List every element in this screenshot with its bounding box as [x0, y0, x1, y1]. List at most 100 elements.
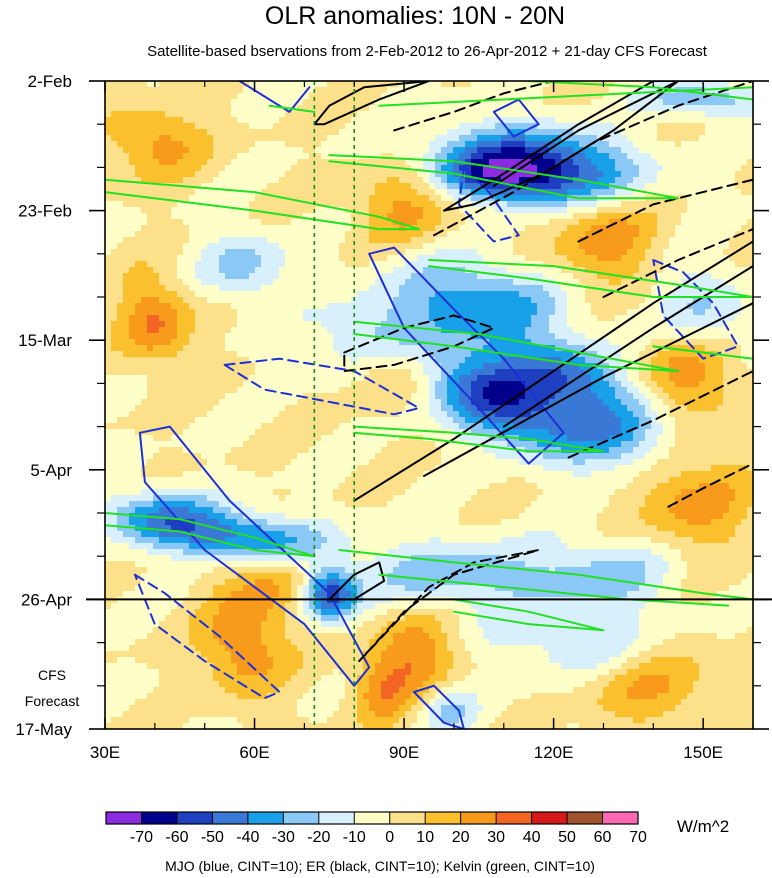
field-cell: [165, 297, 172, 304]
field-cell: [627, 153, 634, 160]
field-cell: [183, 279, 190, 286]
field-cell: [135, 327, 142, 334]
field-cell: [687, 135, 694, 142]
field-cell: [603, 339, 610, 346]
field-cell: [579, 225, 586, 232]
field-cell: [717, 195, 724, 202]
field-cell: [465, 123, 472, 130]
field-cell: [333, 273, 340, 280]
field-cell: [105, 105, 112, 112]
field-cell: [279, 303, 286, 310]
field-cell: [663, 159, 670, 166]
field-cell: [537, 309, 544, 316]
field-cell: [621, 297, 628, 304]
field-cell: [663, 219, 670, 226]
field-cell: [261, 111, 268, 118]
field-cell: [483, 99, 490, 106]
field-cell: [159, 339, 166, 346]
field-cell: [249, 153, 256, 160]
field-cell: [453, 129, 460, 136]
field-cell: [171, 123, 178, 130]
field-cell: [513, 141, 520, 148]
field-cell: [597, 351, 604, 358]
field-cell: [327, 165, 334, 172]
field-cell: [201, 267, 208, 274]
field-cell: [279, 135, 286, 142]
field-cell: [387, 153, 394, 160]
field-cell: [177, 327, 184, 334]
field-cell: [189, 309, 196, 316]
field-cell: [735, 267, 742, 274]
field-cell: [423, 153, 430, 160]
field-cell: [453, 117, 460, 124]
field-cell: [291, 141, 298, 148]
field-cell: [549, 171, 556, 178]
field-cell: [123, 177, 130, 184]
field-cell: [657, 123, 664, 130]
field-cell: [639, 213, 646, 220]
field-cell: [315, 231, 322, 238]
field-cell: [501, 327, 508, 334]
field-cell: [597, 87, 604, 94]
field-cell: [615, 243, 622, 250]
field-cell: [699, 351, 706, 358]
field-cell: [669, 267, 676, 274]
field-cell: [627, 255, 634, 262]
field-cell: [345, 291, 352, 298]
field-cell: [681, 279, 688, 286]
field-cell: [183, 123, 190, 130]
field-cell: [699, 165, 706, 172]
field-cell: [723, 141, 730, 148]
field-cell: [303, 285, 310, 292]
field-cell: [375, 303, 382, 310]
field-cell: [315, 291, 322, 298]
field-cell: [483, 105, 490, 112]
field-cell: [351, 291, 358, 298]
field-cell: [735, 243, 742, 250]
field-cell: [189, 297, 196, 304]
field-cell: [447, 345, 454, 352]
field-cell: [651, 147, 658, 154]
field-cell: [315, 129, 322, 136]
field-cell: [711, 129, 718, 136]
field-cell: [381, 249, 388, 256]
field-cell: [381, 153, 388, 160]
field-cell: [351, 93, 358, 100]
field-cell: [681, 273, 688, 280]
field-cell: [501, 333, 508, 340]
field-cell: [507, 339, 514, 346]
field-cell: [123, 105, 130, 112]
field-cell: [549, 99, 556, 106]
field-cell: [663, 177, 670, 184]
field-cell: [705, 345, 712, 352]
field-cell: [501, 219, 508, 226]
field-cell: [279, 279, 286, 286]
field-cell: [645, 129, 652, 136]
field-cell: [585, 201, 592, 208]
field-cell: [609, 129, 616, 136]
field-cell: [597, 339, 604, 346]
field-cell: [615, 159, 622, 166]
field-cell: [369, 171, 376, 178]
field-cell: [219, 255, 226, 262]
field-cell: [477, 123, 484, 130]
field-cell: [543, 219, 550, 226]
field-cell: [171, 201, 178, 208]
field-cell: [135, 267, 142, 274]
field-cell: [261, 345, 268, 352]
field-cell: [741, 309, 748, 316]
field-cell: [357, 297, 364, 304]
field-cell: [555, 333, 562, 340]
field-cell: [573, 279, 580, 286]
field-cell: [231, 327, 238, 334]
field-cell: [591, 345, 598, 352]
field-cell: [507, 207, 514, 214]
field-cell: [699, 147, 706, 154]
field-cell: [453, 333, 460, 340]
field-cell: [729, 159, 736, 166]
field-cell: [201, 111, 208, 118]
field-cell: [321, 195, 328, 202]
field-cell: [231, 195, 238, 202]
field-cell: [489, 219, 496, 226]
field-cell: [159, 147, 166, 154]
